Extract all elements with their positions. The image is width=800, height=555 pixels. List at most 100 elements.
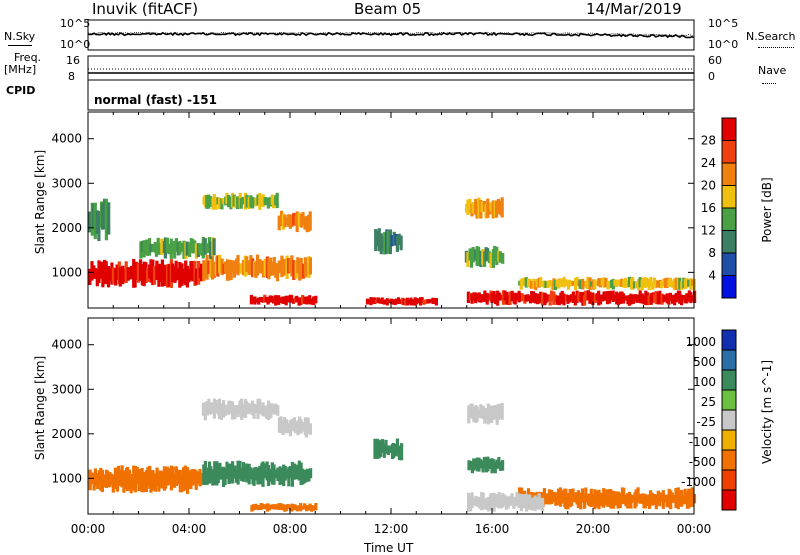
data-cell xyxy=(274,263,278,278)
data-cell xyxy=(555,279,559,287)
data-cell xyxy=(308,295,312,305)
data-cell xyxy=(139,241,143,259)
data-cell xyxy=(107,268,112,282)
data-cell xyxy=(651,292,655,303)
data-cell xyxy=(212,194,216,205)
data-cell xyxy=(288,466,292,479)
data-cell xyxy=(546,280,550,288)
data-cell xyxy=(211,469,215,486)
colorbar-segment xyxy=(722,140,736,164)
data-cell xyxy=(678,277,682,290)
data-cell xyxy=(251,296,255,304)
data-cell xyxy=(602,488,606,508)
data-cell xyxy=(299,462,303,486)
data-cell xyxy=(622,279,626,288)
data-cell xyxy=(479,404,483,419)
data-cell xyxy=(679,294,684,306)
data-cell xyxy=(303,216,307,230)
data-cell xyxy=(180,263,184,286)
data-cell xyxy=(277,503,281,510)
data-cell xyxy=(241,196,245,205)
data-cell xyxy=(567,279,571,287)
data-cell xyxy=(636,294,640,301)
data-cell xyxy=(390,235,394,247)
data-cell xyxy=(569,280,573,286)
cpid-frame xyxy=(87,79,695,111)
data-cell xyxy=(258,398,262,415)
data-cell xyxy=(678,290,682,304)
data-cell xyxy=(222,400,226,418)
data-cell xyxy=(539,291,543,303)
data-cell xyxy=(270,462,274,485)
data-cell xyxy=(93,468,97,487)
data-cell xyxy=(632,281,637,289)
data-cell xyxy=(281,504,285,511)
data-cell xyxy=(279,503,283,510)
data-cell xyxy=(160,238,164,255)
data-cell xyxy=(290,255,294,277)
data-cell xyxy=(665,494,669,507)
data-cell xyxy=(185,241,189,256)
data-cell xyxy=(477,292,481,303)
data-cell xyxy=(299,419,303,434)
data-cell xyxy=(598,278,603,288)
data-cell xyxy=(249,195,253,208)
data-cell xyxy=(280,255,284,278)
colorbar-tick-label: -1000 xyxy=(681,475,716,489)
data-cell xyxy=(266,296,270,305)
data-cell xyxy=(154,244,158,257)
data-cell xyxy=(261,461,265,487)
data-cell xyxy=(571,291,575,303)
data-cell xyxy=(251,197,255,209)
data-cell xyxy=(490,293,494,303)
data-cell xyxy=(122,470,126,493)
nsky-frame xyxy=(87,19,695,51)
data-cell xyxy=(125,466,130,492)
data-cell xyxy=(258,193,262,210)
data-cell xyxy=(264,296,268,303)
data-cell xyxy=(528,494,532,510)
data-cell xyxy=(91,203,96,229)
data-cell xyxy=(495,246,499,265)
data-cell xyxy=(257,297,261,305)
data-cell xyxy=(263,258,267,277)
data-cell xyxy=(499,294,503,301)
data-cell xyxy=(126,267,130,281)
data-cell xyxy=(564,488,568,509)
data-cell xyxy=(654,494,658,510)
data-cell xyxy=(374,299,379,304)
data-cell xyxy=(645,494,649,506)
data-cell xyxy=(284,295,288,306)
data-cell xyxy=(638,494,642,504)
data-cell xyxy=(656,280,660,288)
y-tick-label: 3000 xyxy=(51,176,82,190)
data-cell xyxy=(544,281,548,288)
data-cell xyxy=(104,198,108,241)
data-cell xyxy=(626,493,630,509)
data-cell xyxy=(196,471,200,485)
data-cell xyxy=(483,290,487,302)
data-cell xyxy=(638,277,642,288)
data-cell xyxy=(668,277,672,287)
data-cell xyxy=(296,420,300,436)
data-cell xyxy=(556,488,561,506)
data-cell xyxy=(672,278,676,290)
data-cell xyxy=(256,467,260,485)
data-cell xyxy=(394,298,399,305)
data-cell xyxy=(169,465,173,491)
data-cell xyxy=(219,403,223,420)
data-cell xyxy=(622,487,626,505)
data-cell xyxy=(238,461,242,480)
data-cell xyxy=(690,487,694,507)
data-cell xyxy=(292,212,296,226)
data-cell xyxy=(517,290,521,303)
data-cell xyxy=(223,261,228,273)
data-cell xyxy=(611,278,615,290)
data-cell xyxy=(501,290,505,305)
data-cell xyxy=(477,197,481,218)
data-cell xyxy=(475,406,479,422)
data-cell xyxy=(299,503,303,512)
data-cell xyxy=(607,290,612,304)
data-cell xyxy=(658,290,662,305)
